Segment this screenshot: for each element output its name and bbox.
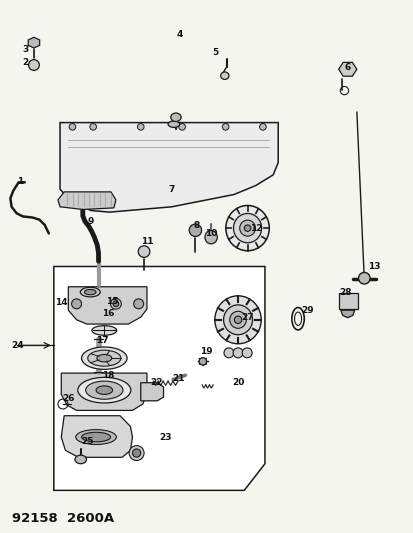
Ellipse shape <box>75 455 86 464</box>
Text: 27: 27 <box>241 313 253 321</box>
Text: 16: 16 <box>102 309 114 318</box>
Ellipse shape <box>204 231 217 244</box>
Ellipse shape <box>96 386 112 394</box>
Circle shape <box>358 272 369 284</box>
Polygon shape <box>61 373 147 410</box>
Text: 12: 12 <box>250 224 262 232</box>
Text: 18: 18 <box>102 372 114 380</box>
Circle shape <box>133 299 143 309</box>
Text: 19: 19 <box>199 348 212 356</box>
Circle shape <box>28 60 39 70</box>
Ellipse shape <box>78 377 131 403</box>
Ellipse shape <box>233 214 261 243</box>
Ellipse shape <box>234 316 241 324</box>
Ellipse shape <box>76 430 116 445</box>
Circle shape <box>71 299 81 309</box>
Bar <box>339 293 357 309</box>
Ellipse shape <box>229 311 246 328</box>
Circle shape <box>90 124 96 130</box>
Polygon shape <box>61 416 132 457</box>
Text: 13: 13 <box>368 262 380 271</box>
Ellipse shape <box>81 432 110 442</box>
Circle shape <box>110 298 121 309</box>
Polygon shape <box>338 62 356 76</box>
Text: 28: 28 <box>339 288 351 296</box>
Text: 25: 25 <box>81 437 94 446</box>
Text: 21: 21 <box>172 374 185 383</box>
Circle shape <box>113 301 119 306</box>
Text: 4: 4 <box>176 30 183 39</box>
Text: 17: 17 <box>96 336 109 344</box>
Text: 29: 29 <box>300 306 313 314</box>
Text: 24: 24 <box>11 341 24 350</box>
Circle shape <box>129 446 144 461</box>
Text: 9: 9 <box>88 217 94 225</box>
Ellipse shape <box>88 350 121 366</box>
Circle shape <box>222 124 228 130</box>
Text: 26: 26 <box>62 394 74 403</box>
Circle shape <box>259 124 266 130</box>
Text: 23: 23 <box>159 433 171 441</box>
Text: 8: 8 <box>193 221 199 230</box>
Circle shape <box>199 358 206 365</box>
Polygon shape <box>68 287 147 324</box>
Text: 10: 10 <box>204 229 217 238</box>
Ellipse shape <box>239 220 255 236</box>
Polygon shape <box>340 310 354 318</box>
Ellipse shape <box>168 121 179 127</box>
Ellipse shape <box>92 326 116 335</box>
Text: 20: 20 <box>231 378 244 387</box>
Text: 92158  2600A: 92158 2600A <box>12 512 114 524</box>
Ellipse shape <box>244 225 250 231</box>
Text: 7: 7 <box>168 185 175 193</box>
Circle shape <box>138 246 150 257</box>
Polygon shape <box>140 383 163 401</box>
Ellipse shape <box>223 305 252 335</box>
Circle shape <box>233 348 242 358</box>
Ellipse shape <box>97 354 112 362</box>
Polygon shape <box>58 192 116 209</box>
Text: 15: 15 <box>106 297 119 305</box>
Circle shape <box>189 224 201 237</box>
Circle shape <box>137 124 144 130</box>
Ellipse shape <box>80 287 100 297</box>
Polygon shape <box>60 123 278 212</box>
Text: 6: 6 <box>344 63 350 71</box>
Text: 22: 22 <box>150 378 162 387</box>
Circle shape <box>69 124 76 130</box>
Ellipse shape <box>84 289 96 295</box>
Text: 1: 1 <box>17 177 23 185</box>
Circle shape <box>178 124 185 130</box>
Text: 2: 2 <box>22 59 29 67</box>
Ellipse shape <box>81 347 127 369</box>
Circle shape <box>242 348 252 358</box>
Text: 3: 3 <box>22 45 29 54</box>
Ellipse shape <box>225 206 269 251</box>
Circle shape <box>223 348 233 358</box>
Text: 5: 5 <box>211 48 218 56</box>
Ellipse shape <box>170 113 181 122</box>
Polygon shape <box>54 266 264 490</box>
Polygon shape <box>28 37 40 48</box>
Ellipse shape <box>220 72 228 79</box>
Ellipse shape <box>214 296 261 344</box>
Circle shape <box>132 449 140 457</box>
Text: 11: 11 <box>140 237 153 246</box>
Ellipse shape <box>85 381 123 399</box>
Text: 14: 14 <box>55 298 67 307</box>
